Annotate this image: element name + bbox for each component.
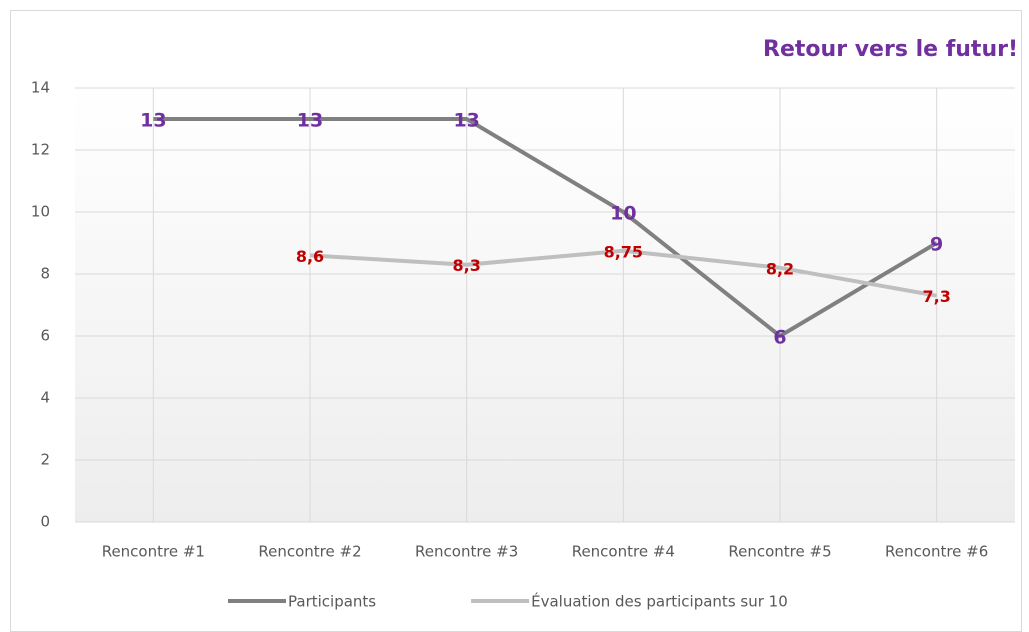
data-label: 13	[297, 110, 323, 132]
data-label: 13	[140, 110, 166, 132]
data-label: 6	[773, 327, 786, 349]
data-label: 8,6	[296, 247, 324, 266]
x-tick-label: Rencontre #4	[572, 543, 675, 561]
x-tick-label: Rencontre #6	[885, 543, 988, 561]
x-tick-label: Rencontre #1	[102, 543, 205, 561]
series-line	[309, 248, 938, 298]
y-tick-label: 14	[31, 79, 50, 97]
data-label: 13	[453, 110, 479, 132]
y-tick-label: 2	[40, 451, 50, 469]
x-tick-label: Rencontre #5	[728, 543, 831, 561]
y-tick-label: 4	[40, 389, 50, 407]
series-line	[153, 117, 938, 338]
x-tick-label: Rencontre #3	[415, 543, 518, 561]
data-label: 9	[930, 234, 943, 256]
data-label: 8,3	[452, 256, 480, 275]
data-label: 8,2	[766, 259, 794, 278]
y-tick-label: 6	[40, 327, 50, 345]
data-label: 8,75	[604, 242, 643, 261]
legend-label: Évaluation des participants sur 10	[531, 592, 788, 611]
legend-label: Participants	[288, 593, 376, 611]
y-tick-label: 8	[40, 265, 50, 283]
y-tick-label: 0	[40, 513, 50, 531]
y-tick-label: 12	[31, 141, 50, 159]
chart-title: Retour vers le futur!	[763, 37, 1018, 62]
plot-area	[75, 88, 1015, 522]
data-label: 7,3	[922, 287, 950, 306]
x-tick-label: Rencontre #2	[258, 543, 361, 561]
data-label: 10	[610, 203, 636, 225]
y-tick-label: 10	[31, 203, 50, 221]
